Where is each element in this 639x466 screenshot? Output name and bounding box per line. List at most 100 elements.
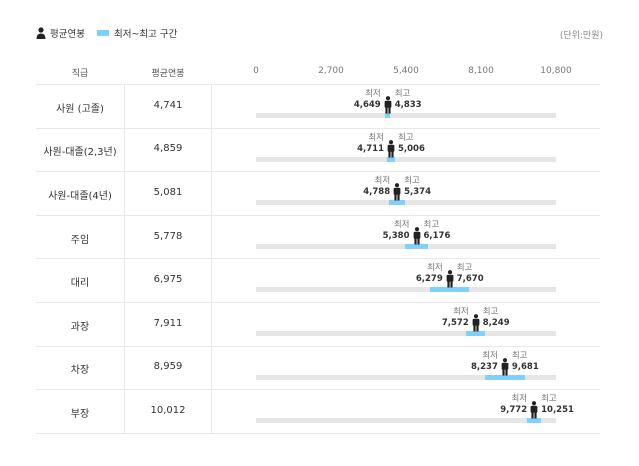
min-value: 4,788 xyxy=(363,187,391,198)
table-row: 차장 8,959 xyxy=(36,347,600,391)
min-value: 6,279 xyxy=(415,274,443,285)
max-value-label: 최고 5,374 xyxy=(404,176,431,198)
col-head-rank: 직급 xyxy=(71,69,89,79)
avg-salary-value: 5,778 xyxy=(153,230,183,242)
table-row: 과장 7,911 xyxy=(36,303,600,347)
min-caption: 최저 xyxy=(368,132,384,143)
range-bar xyxy=(405,243,428,249)
max-value-label: 최고 4,833 xyxy=(395,89,422,111)
header-divider xyxy=(36,84,600,85)
range-track xyxy=(256,156,556,162)
col-head-avg: 평균연봉 xyxy=(151,69,185,79)
x-tick-label: 0 xyxy=(253,66,259,76)
max-value: 6,176 xyxy=(423,230,451,241)
min-value: 5,380 xyxy=(382,230,410,241)
legend-avg-label: 평균연봉 xyxy=(50,29,85,40)
max-value-label: 최고 10,251 xyxy=(541,394,574,416)
avg-person-marker xyxy=(384,96,392,114)
max-value-label: 최고 7,670 xyxy=(457,263,484,285)
min-value: 9,772 xyxy=(500,405,528,416)
table-row: 사원-대졸(2,3년) 4,859 xyxy=(36,129,600,173)
min-value: 8,237 xyxy=(470,361,498,372)
range-bar xyxy=(430,287,470,293)
avg-person-marker xyxy=(472,314,480,332)
min-value-label: 최저 8,237 xyxy=(471,351,498,373)
avg-person-marker xyxy=(413,226,420,245)
legend-range-label: 최저~최고 구간 xyxy=(113,29,178,40)
max-caption: 최고 xyxy=(511,350,528,361)
max-caption: 최고 xyxy=(456,263,473,274)
min-caption: 최저 xyxy=(393,219,410,230)
table-row: 대리 6,975 xyxy=(36,259,600,303)
avg-salary-value: 4,741 xyxy=(153,99,183,111)
rank-label: 사원-대졸(2,3년) xyxy=(43,147,117,159)
table-row: 주임 5,778 xyxy=(36,216,600,260)
min-caption: 최저 xyxy=(453,307,469,317)
avg-salary-value: 8,959 xyxy=(153,361,183,373)
min-caption: 최저 xyxy=(374,176,391,187)
rank-label: 사원-대졸(4년) xyxy=(48,190,112,202)
person-icon xyxy=(36,27,46,39)
range-track xyxy=(256,374,556,380)
max-value-label: 최고 8,249 xyxy=(483,307,510,329)
range-swatch-icon xyxy=(96,30,109,36)
max-value-label: 최고 9,681 xyxy=(512,351,539,373)
avg-person-marker xyxy=(446,270,454,288)
rank-label: 차장 xyxy=(70,365,90,377)
min-value-label: 최저 7,572 xyxy=(442,307,469,329)
range-bar xyxy=(389,200,406,206)
max-caption: 최고 xyxy=(394,89,411,99)
avg-salary-value: 5,081 xyxy=(153,186,183,198)
min-caption: 최저 xyxy=(427,263,443,274)
min-value-label: 최저 6,279 xyxy=(416,263,443,285)
max-value-label: 최고 6,176 xyxy=(424,220,451,242)
min-value-label: 최저 4,788 xyxy=(363,176,390,198)
range-track xyxy=(256,287,556,293)
max-caption: 최고 xyxy=(423,219,440,230)
max-caption: 최고 xyxy=(541,394,557,405)
avg-salary-value: 10,012 xyxy=(150,404,186,416)
legend: 평균연봉 최저~최고 구간 xyxy=(36,26,177,40)
min-value-label: 최저 4,711 xyxy=(357,133,384,155)
min-value-label: 최저 4,649 xyxy=(354,89,381,111)
range-bar xyxy=(466,331,486,336)
avg-person-marker xyxy=(530,401,538,419)
max-caption: 최고 xyxy=(404,176,420,187)
x-tick-label: 10,800 xyxy=(540,66,572,76)
max-caption: 최고 xyxy=(482,307,499,317)
unit-label: (단위:만원) xyxy=(559,31,603,41)
range-bar xyxy=(386,156,396,162)
avg-person-marker xyxy=(387,139,395,158)
min-value: 4,711 xyxy=(357,143,384,154)
avg-salary-value: 6,975 xyxy=(153,274,183,286)
avg-salary-value: 4,859 xyxy=(153,143,183,155)
avg-person-marker xyxy=(393,183,401,201)
avg-salary-value: 7,911 xyxy=(153,317,183,329)
max-value: 8,249 xyxy=(482,318,510,328)
range-track xyxy=(256,200,556,206)
rank-label: 과장 xyxy=(70,321,90,333)
min-value-label: 최저 5,380 xyxy=(383,220,410,242)
min-value: 4,649 xyxy=(353,100,381,110)
max-value: 5,374 xyxy=(404,187,432,198)
min-value: 7,572 xyxy=(441,318,469,328)
min-caption: 최저 xyxy=(482,350,498,361)
min-caption: 최저 xyxy=(365,89,381,99)
table-row: 사원-대졸(4년) 5,081 xyxy=(36,172,600,216)
range-bar xyxy=(385,113,391,118)
min-caption: 최저 xyxy=(511,394,528,405)
range-bar xyxy=(527,418,541,424)
rank-label: 부장 xyxy=(70,408,90,420)
rank-label: 사원 (고졸) xyxy=(56,103,104,115)
table-row: 사원 (고졸) 4,741 xyxy=(36,85,600,129)
rank-label: 주임 xyxy=(70,234,90,246)
max-value: 5,006 xyxy=(397,143,425,154)
table-row: 부장 10,012 xyxy=(36,390,600,434)
range-track xyxy=(256,331,556,336)
max-value: 10,251 xyxy=(541,405,574,416)
max-value: 9,681 xyxy=(511,361,539,372)
range-bar xyxy=(484,374,525,380)
max-value-label: 최고 5,006 xyxy=(398,133,425,155)
max-caption: 최고 xyxy=(397,132,414,143)
rank-label: 대리 xyxy=(70,278,90,290)
